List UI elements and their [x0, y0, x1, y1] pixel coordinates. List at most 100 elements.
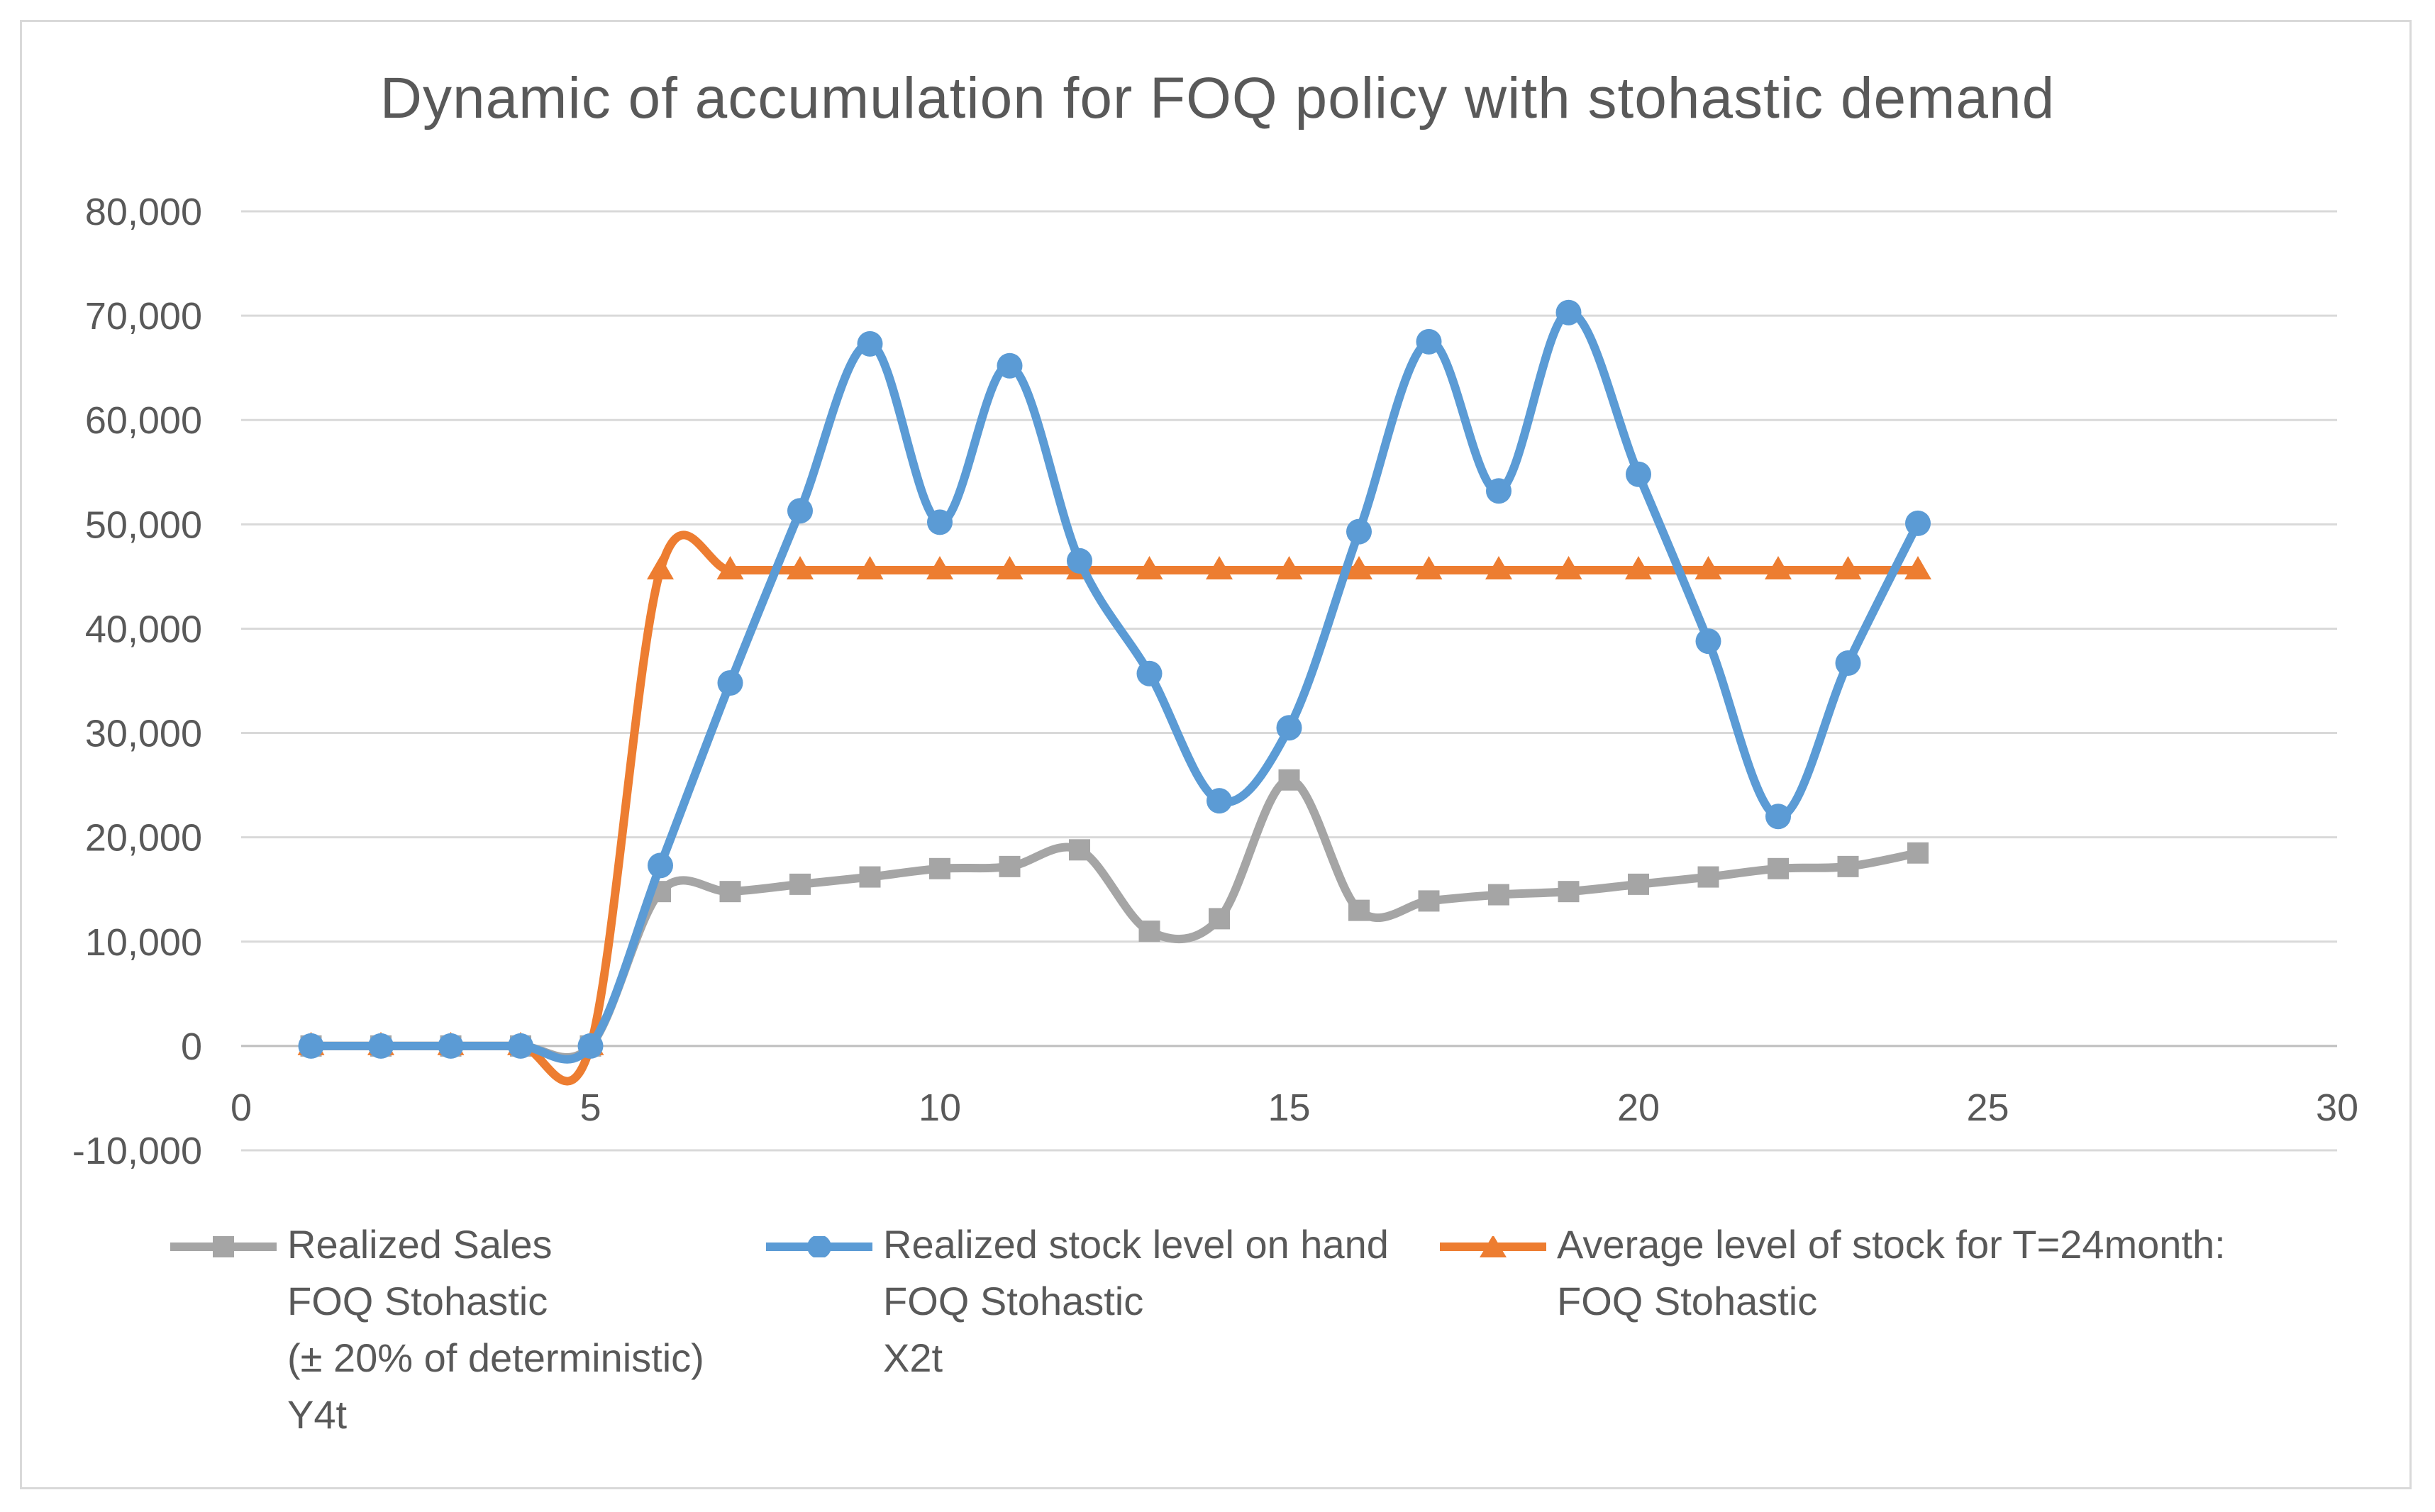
data-point — [1069, 839, 1090, 861]
data-point — [1415, 556, 1443, 580]
x-axis-ticks: 0 5 10 15 20 25 30 — [231, 1086, 2358, 1129]
series-group — [297, 299, 1931, 1086]
legend-swatch-average-stock — [1440, 1236, 1546, 1257]
data-point — [929, 857, 950, 879]
series-line — [306, 775, 1922, 1062]
data-point — [1694, 556, 1722, 580]
data-point — [1555, 556, 1582, 580]
series-line — [306, 308, 1922, 1064]
x-tick-label: 30 — [2316, 1086, 2358, 1129]
data-point — [1625, 556, 1652, 580]
data-point — [298, 1033, 324, 1059]
data-point — [1346, 518, 1372, 545]
data-point — [647, 556, 674, 580]
data-point — [1207, 788, 1232, 814]
legend-label-realized-stock: Realized stock level on hand FOQ Stohast… — [883, 1216, 1389, 1386]
y-tick-label: 50,000 — [85, 504, 202, 546]
legend-line: (± 20% of deterministic) — [287, 1335, 704, 1380]
legend-swatch-realized-sales — [170, 1236, 277, 1257]
series-line — [306, 530, 1922, 1086]
data-point — [1626, 461, 1651, 487]
data-point — [1628, 873, 1649, 895]
series-1 — [298, 299, 1931, 1064]
data-point — [508, 1033, 533, 1059]
grid-lines — [241, 210, 2337, 1152]
data-point — [717, 669, 743, 696]
legend-line: Realized stock level on hand — [883, 1222, 1389, 1267]
data-point — [996, 556, 1024, 580]
legend-label-realized-sales: Realized Sales FOQ Stohastic (± 20% of d… — [287, 1216, 704, 1443]
data-point — [716, 556, 744, 580]
data-point — [1558, 881, 1580, 903]
data-point — [648, 852, 673, 879]
x-tick-label: 5 — [579, 1086, 601, 1129]
data-point — [787, 498, 813, 524]
data-point — [1206, 556, 1233, 580]
x-tick-label: 20 — [1617, 1086, 1660, 1129]
data-point — [1905, 510, 1931, 536]
x-tick-label: 10 — [919, 1086, 961, 1129]
data-point — [1907, 842, 1929, 864]
legend-label-average-stock: Average level of stock for T=24month: FO… — [1557, 1216, 2226, 1330]
data-point — [859, 866, 881, 888]
data-point — [1485, 556, 1512, 580]
data-point — [1416, 328, 1442, 355]
legend-line: FOQ Stohastic — [1557, 1279, 1818, 1323]
data-point — [1136, 660, 1163, 686]
y-tick-label: 0 — [181, 1025, 202, 1068]
data-point — [1555, 299, 1582, 326]
data-point — [1209, 908, 1230, 930]
y-tick-label: 70,000 — [85, 295, 202, 338]
data-point — [789, 873, 811, 895]
data-point — [719, 881, 741, 903]
legend-line: Average level of stock for T=24month: — [1557, 1222, 2226, 1267]
legend-line: Y4t — [287, 1392, 348, 1437]
x-tick-label: 15 — [1268, 1086, 1310, 1129]
x-tick-label: 0 — [231, 1086, 252, 1129]
data-point — [856, 556, 884, 580]
legend-line: X2t — [883, 1335, 943, 1380]
data-point — [1904, 556, 1931, 580]
data-point — [1837, 855, 1859, 877]
data-point — [997, 352, 1023, 379]
data-point — [1418, 890, 1440, 912]
data-point — [926, 556, 953, 580]
data-point — [1138, 921, 1160, 943]
data-point — [1278, 769, 1300, 791]
data-point — [1275, 556, 1303, 580]
data-point — [857, 330, 883, 357]
data-point — [1276, 715, 1302, 741]
y-tick-label: 40,000 — [85, 608, 202, 650]
data-point — [1348, 899, 1370, 921]
data-point — [1835, 650, 1861, 676]
y-tick-label: 60,000 — [85, 399, 202, 442]
data-point — [1067, 547, 1092, 574]
data-point — [577, 1033, 604, 1059]
y-tick-label: 10,000 — [85, 921, 202, 964]
y-tick-label: -10,000 — [72, 1130, 202, 1172]
y-tick-label: 30,000 — [85, 713, 202, 755]
data-point — [1768, 857, 1789, 879]
chart-frame — [20, 20, 2412, 1489]
data-point — [1488, 884, 1509, 906]
data-point — [999, 855, 1021, 877]
y-axis-ticks: 80,000 70,000 60,000 50,000 40,000 30,000 20,0… — [72, 191, 202, 1172]
data-point — [438, 1033, 464, 1059]
data-point — [1765, 556, 1792, 580]
data-point — [1695, 628, 1721, 655]
series-0 — [300, 769, 1929, 1062]
data-point — [927, 509, 953, 535]
data-point — [368, 1033, 394, 1059]
data-point — [1486, 478, 1512, 504]
x-tick-label: 25 — [1966, 1086, 2009, 1129]
data-point — [1136, 556, 1163, 580]
y-tick-label: 80,000 — [85, 191, 202, 233]
chart-title: Dynamic of accumulation for FOQ policy w… — [379, 66, 2056, 130]
data-point — [787, 556, 814, 580]
y-tick-label: 20,000 — [85, 817, 202, 860]
legend-swatch-realized-stock — [766, 1236, 872, 1257]
data-point — [1346, 556, 1372, 580]
data-point — [1834, 556, 1862, 580]
legend-line: Realized Sales — [287, 1222, 553, 1267]
